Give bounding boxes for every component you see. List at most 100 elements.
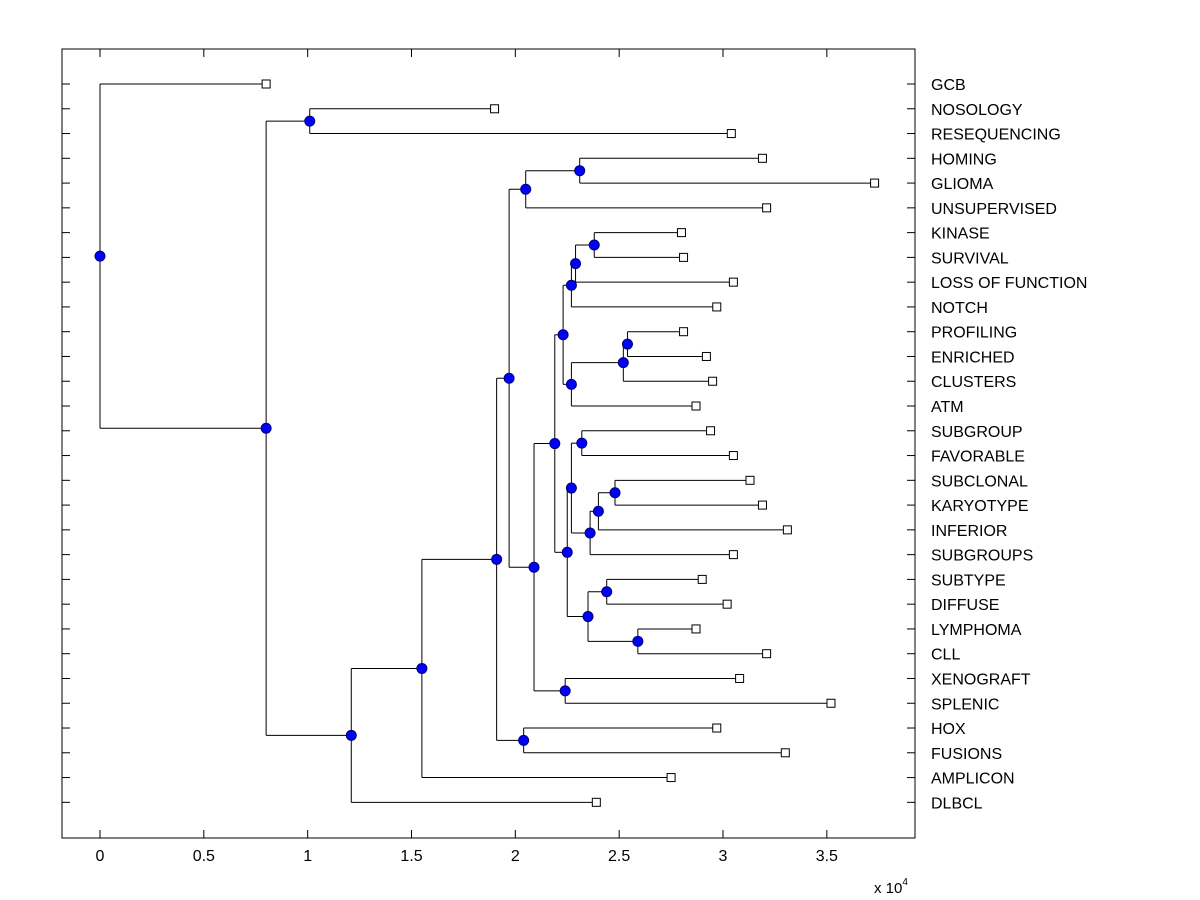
- leaf-label: HOX: [931, 721, 966, 738]
- leaf-marker: [745, 475, 755, 485]
- leaf-marker: [782, 525, 792, 535]
- leaf-label: LYMPHOMA: [931, 622, 1022, 639]
- node-marker: [588, 239, 600, 251]
- node-marker: [561, 546, 573, 558]
- node-marker: [559, 685, 571, 697]
- node-marker: [576, 437, 588, 449]
- x-tick-label: 1.5: [400, 848, 422, 865]
- leaf-marker: [728, 451, 738, 461]
- leaf-label: CLL: [931, 647, 960, 664]
- leaf-label: ATM: [931, 399, 964, 416]
- x-tick-label: 3.5: [816, 848, 838, 865]
- x-tick-labels: 0 0.5 1 1.5 2 2.5 3 3.5: [96, 848, 839, 865]
- leaf-marker: [591, 797, 601, 807]
- leaf-label: GLIOMA: [931, 176, 994, 193]
- leaf-marker: [757, 153, 767, 163]
- leaf-label: SUBGROUPS: [931, 548, 1033, 565]
- leaf-marker: [706, 426, 716, 436]
- leaf-marker: [757, 500, 767, 510]
- node-marker: [304, 115, 316, 127]
- node-marker: [601, 586, 613, 598]
- node-marker: [528, 561, 540, 573]
- node-marker: [520, 183, 532, 195]
- x-tick-label: 0.5: [193, 848, 215, 865]
- leaf-label: UNSUPERVISED: [931, 201, 1057, 218]
- leaf-marker: [261, 79, 271, 89]
- x-tick-label: 0: [96, 848, 105, 865]
- leaf-labels: GCB NOSOLOGY RESEQUENCING HOMING GLIOMA UNSUP…: [931, 77, 1087, 812]
- node-marker: [621, 338, 633, 350]
- x-axis-ticks: [99, 49, 828, 838]
- leaf-marker: [870, 178, 880, 188]
- leaf-label: INFERIOR: [931, 523, 1007, 540]
- leaf-label: NOTCH: [931, 300, 988, 317]
- leaf-marker: [712, 723, 722, 733]
- node-marker: [584, 527, 596, 539]
- leaf-label: SURVIVAL: [931, 250, 1009, 267]
- leaf-marker: [708, 376, 718, 386]
- node-marker: [345, 729, 357, 741]
- x-tick-label: 2: [511, 848, 520, 865]
- plot-frame: [61, 48, 916, 839]
- x-multiplier-base: x 10: [874, 880, 902, 897]
- leaf-label: KARYOTYPE: [931, 498, 1029, 515]
- node-marker: [260, 422, 272, 434]
- x-multiplier-label: x 104: [874, 877, 908, 897]
- x-tick-label: 1: [303, 848, 312, 865]
- leaf-label: LOSS OF FUNCTION: [931, 275, 1087, 292]
- node-marker: [416, 662, 428, 674]
- leaf-label: XENOGRAFT: [931, 671, 1031, 688]
- leaf-label: CLUSTERS: [931, 374, 1016, 391]
- x-tick-label: 2.5: [608, 848, 630, 865]
- leaf-marker: [722, 599, 732, 609]
- leaf-label: RESEQUENCING: [931, 127, 1061, 144]
- leaf-marker: [691, 401, 701, 411]
- leaf-marker: [762, 649, 772, 659]
- leaf-label: SPLENIC: [931, 696, 999, 713]
- leaf-label: ENRICHED: [931, 349, 1015, 366]
- node-marker: [518, 734, 530, 746]
- leaf-marker: [679, 327, 689, 337]
- node-marker: [557, 329, 569, 341]
- node-marker: [565, 482, 577, 494]
- leaf-marker: [735, 673, 745, 683]
- leaf-label: FAVORABLE: [931, 449, 1025, 466]
- leaf-label: DIFFUSE: [931, 597, 999, 614]
- leaf-marker: [490, 104, 500, 114]
- leaf-marker: [701, 351, 711, 361]
- leaf-marker: [712, 302, 722, 312]
- leaf-marker: [728, 277, 738, 287]
- y-axis-ticks: [62, 83, 915, 803]
- node-marker: [570, 258, 582, 270]
- x-tick-label: 3: [719, 848, 728, 865]
- node-marker: [592, 505, 604, 517]
- leaf-marker: [728, 550, 738, 560]
- node-marker: [617, 357, 629, 369]
- leaf-label: SUBGROUP: [931, 424, 1023, 441]
- leaf-label: NOSOLOGY: [931, 102, 1023, 119]
- leaf-label: FUSIONS: [931, 746, 1002, 763]
- node-marker: [491, 553, 503, 565]
- leaf-marker: [691, 624, 701, 634]
- node-marker: [574, 165, 586, 177]
- leaf-label: KINASE: [931, 226, 990, 243]
- leaf-marker: [762, 203, 772, 213]
- leaf-marker: [697, 574, 707, 584]
- x-multiplier-exponent: 4: [902, 877, 908, 888]
- leaf-markers: [261, 79, 880, 807]
- leaf-marker: [666, 773, 676, 783]
- leaf-label: AMPLICON: [931, 771, 1015, 788]
- node-marker: [565, 279, 577, 291]
- leaf-marker: [679, 252, 689, 262]
- node-marker: [565, 378, 577, 390]
- leaf-marker: [780, 748, 790, 758]
- leaf-label: GCB: [931, 77, 966, 94]
- node-marker: [582, 611, 594, 623]
- leaf-label: SUBCLONAL: [931, 473, 1028, 490]
- node-marker: [503, 372, 515, 384]
- leaf-marker: [676, 228, 686, 238]
- leaf-marker: [726, 129, 736, 139]
- node-marker: [632, 635, 644, 647]
- leaf-label: HOMING: [931, 151, 997, 168]
